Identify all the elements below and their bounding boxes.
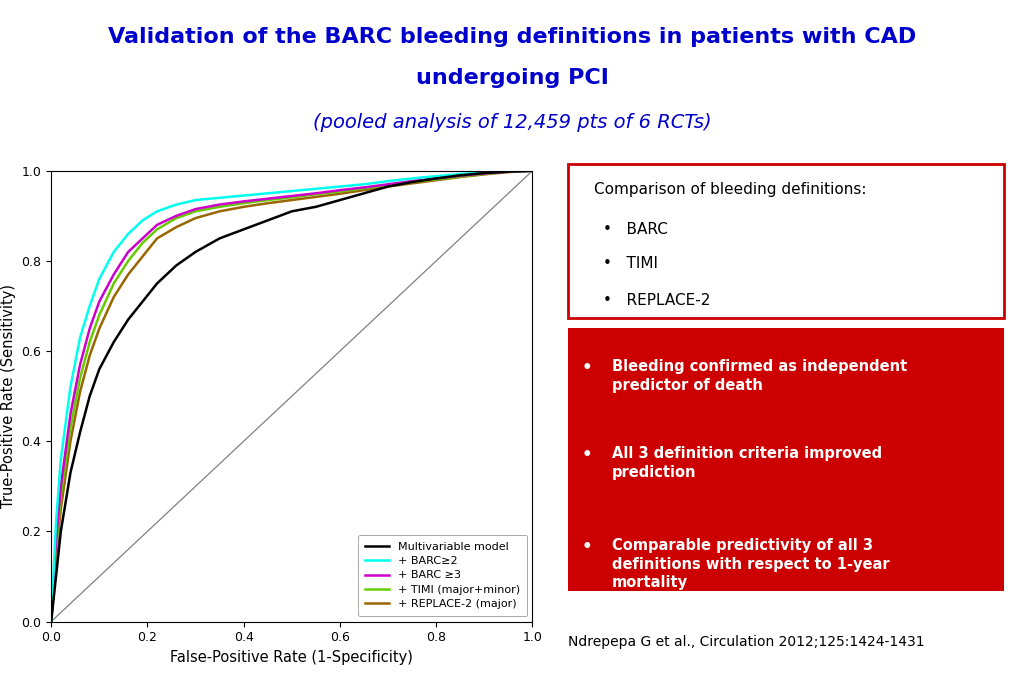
Text: Ndrepepa G et al., Circulation 2012;125:1424-1431: Ndrepepa G et al., Circulation 2012;125:… — [568, 635, 925, 649]
Text: •: • — [582, 359, 592, 378]
Legend: Multivariable model, + BARC≥2, + BARC ≥3, + TIMI (major+minor), + REPLACE-2 (maj: Multivariable model, + BARC≥2, + BARC ≥3… — [358, 535, 527, 616]
Text: •   TIMI: • TIMI — [603, 256, 658, 271]
Text: Bleeding confirmed as independent
predictor of death: Bleeding confirmed as independent predic… — [612, 359, 907, 393]
Text: (pooled analysis of 12,459 pts of 6 RCTs): (pooled analysis of 12,459 pts of 6 RCTs… — [312, 113, 712, 132]
X-axis label: False-Positive Rate (1-Specificity): False-Positive Rate (1-Specificity) — [170, 650, 414, 665]
Text: •   BARC: • BARC — [603, 222, 668, 237]
Text: Comparison of bleeding definitions:: Comparison of bleeding definitions: — [594, 182, 867, 197]
Text: •: • — [582, 446, 592, 464]
Text: undergoing PCI: undergoing PCI — [416, 68, 608, 88]
Text: •   REPLACE-2: • REPLACE-2 — [603, 293, 711, 308]
Y-axis label: True-Positive Rate (Sensitivity): True-Positive Rate (Sensitivity) — [1, 284, 16, 508]
Text: Validation of the BARC bleeding definitions in patients with CAD: Validation of the BARC bleeding definiti… — [108, 27, 916, 47]
Text: All 3 definition criteria improved
prediction: All 3 definition criteria improved predi… — [612, 446, 882, 479]
Text: •: • — [582, 538, 592, 556]
Text: Comparable predictivity of all 3
definitions with respect to 1-year
mortality: Comparable predictivity of all 3 definit… — [612, 538, 890, 590]
